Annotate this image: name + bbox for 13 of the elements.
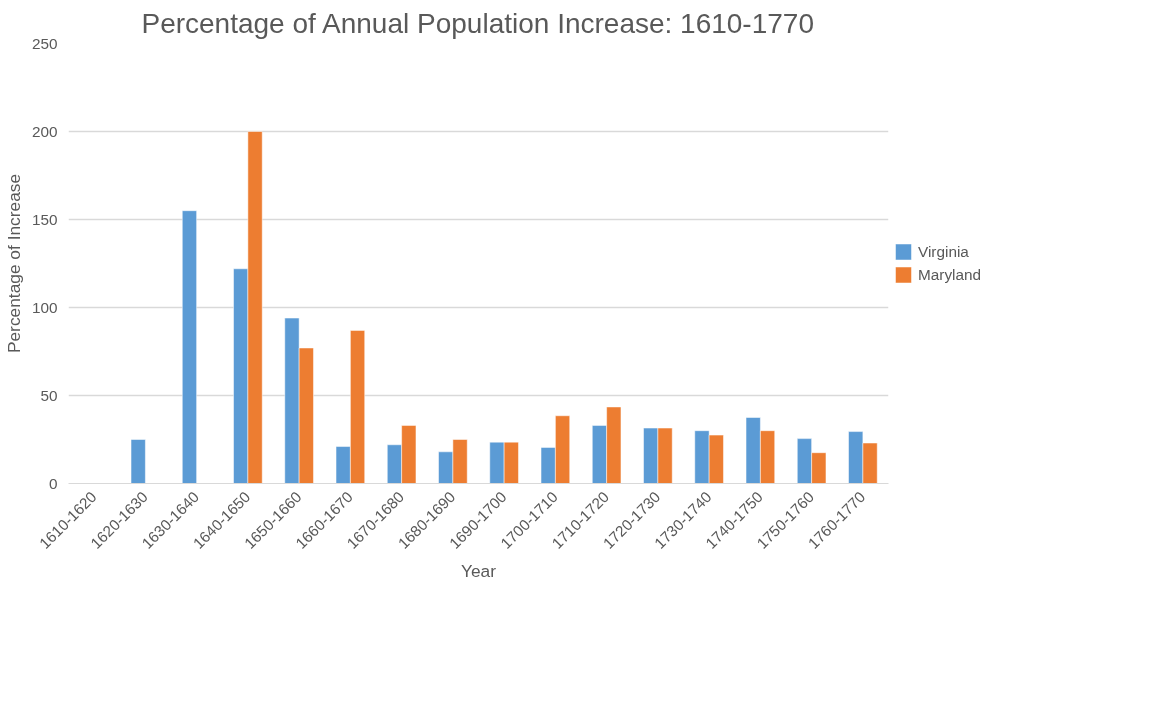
y-axis-title: Percentage of Increase [3, 173, 24, 354]
y-tick-label: 50 [40, 386, 58, 404]
legend-label: Virginia [918, 242, 969, 261]
y-tick-label: 200 [31, 122, 58, 140]
x-axis-title: Year [460, 561, 497, 582]
y-tick-label: 100 [31, 298, 58, 316]
chart-title: Percentage of Annual Population Increase: 1610-1770 [141, 7, 814, 39]
y-tick-label: 0 [48, 474, 58, 492]
bar [130, 439, 146, 484]
y-tick-label: 150 [31, 210, 58, 228]
y-tick-label: 250 [31, 34, 58, 52]
bar [182, 210, 197, 484]
legend-label: Maryland [918, 265, 982, 284]
